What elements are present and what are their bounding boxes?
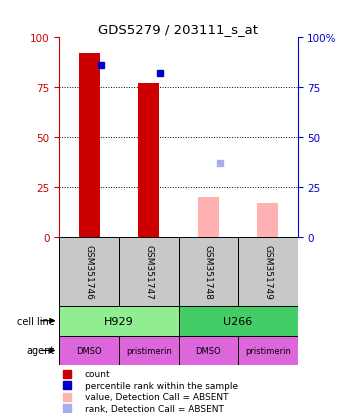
Text: GSM351747: GSM351747 bbox=[144, 244, 153, 299]
Bar bbox=[79, 54, 100, 238]
Text: pristimerin: pristimerin bbox=[126, 346, 172, 355]
Bar bbox=[238, 238, 298, 306]
Text: GSM351746: GSM351746 bbox=[85, 244, 94, 299]
Text: DMSO: DMSO bbox=[195, 346, 221, 355]
Title: GDS5279 / 203111_s_at: GDS5279 / 203111_s_at bbox=[99, 24, 258, 36]
Text: agent: agent bbox=[27, 346, 55, 356]
Bar bbox=[138, 84, 159, 238]
Bar bbox=[178, 336, 238, 366]
Bar bbox=[59, 238, 119, 306]
Text: H929: H929 bbox=[104, 316, 134, 326]
Bar bbox=[59, 336, 119, 366]
Bar bbox=[178, 238, 238, 306]
Text: pristimerin: pristimerin bbox=[245, 346, 291, 355]
Text: count: count bbox=[85, 370, 110, 379]
Text: cell line: cell line bbox=[17, 316, 55, 326]
Bar bbox=[178, 306, 298, 336]
Text: GSM351749: GSM351749 bbox=[263, 244, 272, 299]
Text: DMSO: DMSO bbox=[76, 346, 102, 355]
Bar bbox=[119, 336, 178, 366]
Text: rank, Detection Call = ABSENT: rank, Detection Call = ABSENT bbox=[85, 404, 223, 413]
Text: U266: U266 bbox=[223, 316, 253, 326]
Bar bbox=[257, 204, 278, 238]
Text: percentile rank within the sample: percentile rank within the sample bbox=[85, 381, 238, 390]
Text: value, Detection Call = ABSENT: value, Detection Call = ABSENT bbox=[85, 392, 228, 401]
Bar bbox=[238, 336, 298, 366]
Bar bbox=[59, 306, 178, 336]
Bar bbox=[119, 238, 178, 306]
Bar bbox=[198, 198, 219, 238]
Text: GSM351748: GSM351748 bbox=[204, 244, 213, 299]
